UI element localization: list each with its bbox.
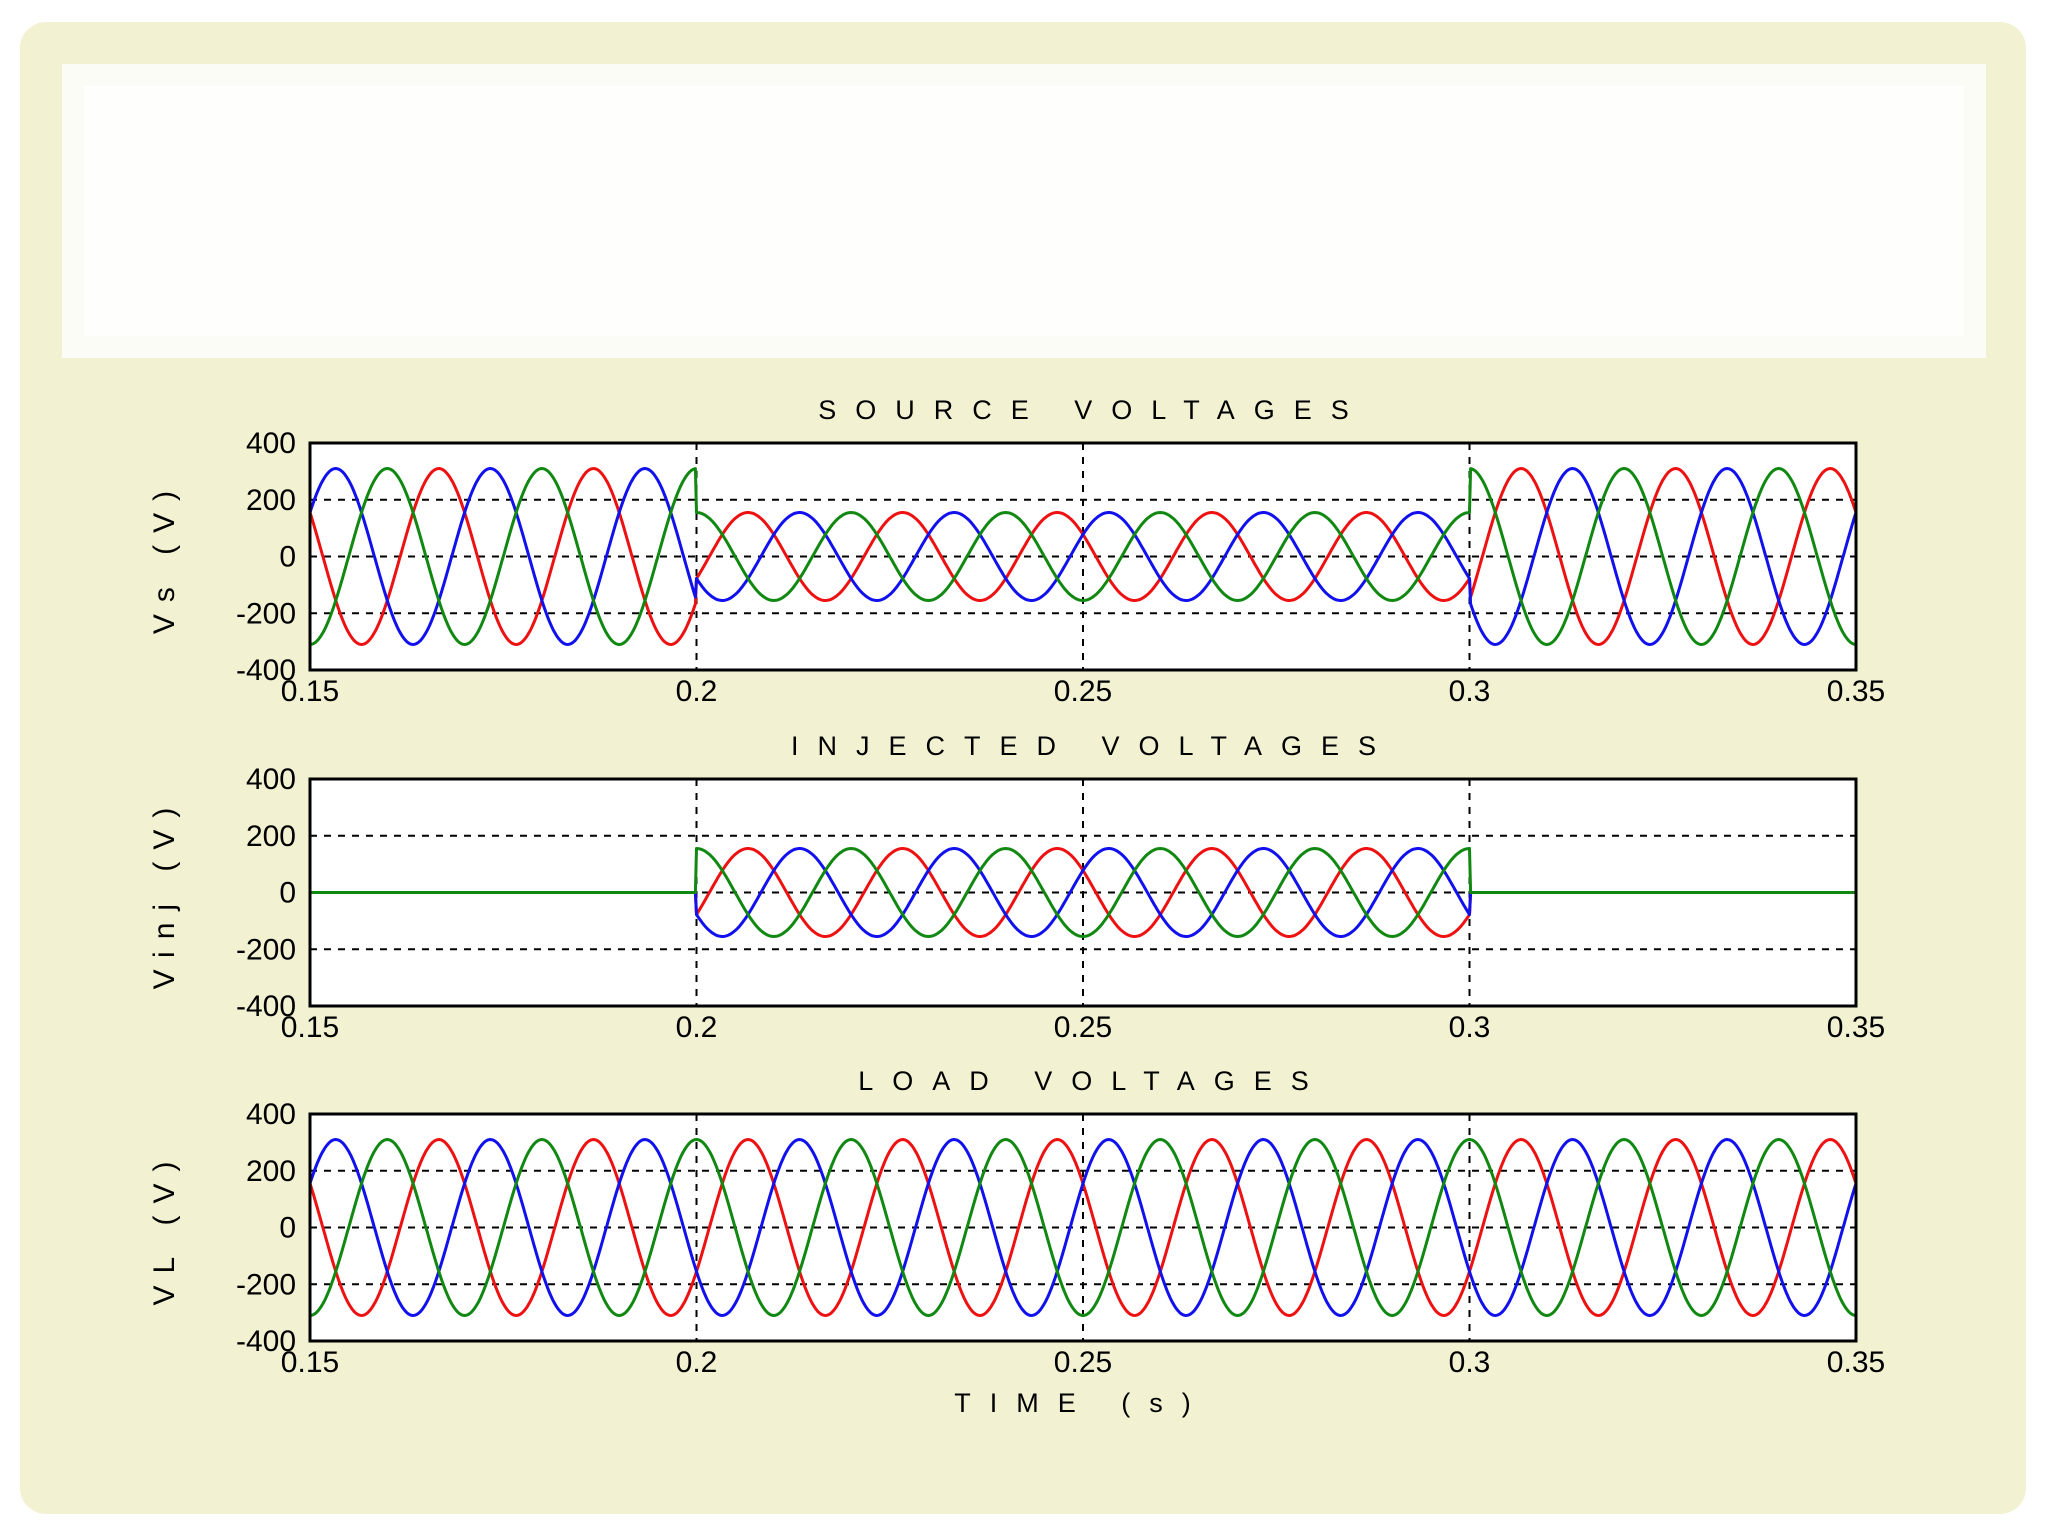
chart-title: SOURCE VOLTAGES <box>818 395 1368 425</box>
x-tick-label: 0.15 <box>281 1011 339 1044</box>
y-tick-label: -400 <box>236 990 296 1023</box>
x-tick-label: 0.35 <box>1827 1011 1885 1044</box>
x-tick-label: 0.35 <box>1827 675 1885 708</box>
plot-frame <box>308 441 1858 672</box>
y-axis-label: VL (V) <box>148 1150 181 1306</box>
plot-frame <box>308 1112 1858 1343</box>
x-tick-label: 0.2 <box>676 675 718 708</box>
chart-panel-3: 0.15 0.2 0.25 0.3 0.35 400 200 0 -200 -400 LOAD VO… <box>148 1066 1885 1418</box>
chart-panel-1: 0.15 0.2 0.25 0.3 0.35 400 200 0 -200 -400 SOURCE … <box>148 395 1885 708</box>
y-tick-label: 0 <box>279 877 296 910</box>
x-tick-label: 0.2 <box>676 1011 718 1044</box>
series-line-3 <box>309 847 1857 938</box>
y-tick-label: 200 <box>246 1155 296 1188</box>
x-tick-label: 0.3 <box>1449 1346 1491 1379</box>
plot-frame <box>308 777 1858 1008</box>
x-tick-label: 0.25 <box>1054 1011 1112 1044</box>
y-tick-label: 200 <box>246 820 296 853</box>
y-tick-label: -200 <box>236 597 296 630</box>
y-tick-label: -400 <box>236 654 296 687</box>
y-tick-label: -400 <box>236 1325 296 1358</box>
x-tick-label: 0.35 <box>1827 1346 1885 1379</box>
y-tick-label: 200 <box>246 484 296 517</box>
y-tick-label: 0 <box>279 541 296 574</box>
y-tick-label: -200 <box>236 1268 296 1301</box>
series-line-3 <box>309 1138 1857 1317</box>
y-tick-label: -200 <box>236 933 296 966</box>
title-placeholder-inner <box>84 86 1964 336</box>
x-axis-label: TIME (s) <box>954 1388 1209 1418</box>
y-axis-label: Vinj (V) <box>148 796 181 990</box>
x-tick-label: 0.15 <box>281 1346 339 1379</box>
chart-panel-2: 0.15 0.2 0.25 0.3 0.35 400 200 0 -200 -400 INJECTE… <box>148 731 1885 1044</box>
y-tick-label: 400 <box>246 1098 296 1131</box>
x-tick-label: 0.3 <box>1449 675 1491 708</box>
x-tick-label: 0.25 <box>1054 675 1112 708</box>
y-tick-label: 400 <box>246 763 296 796</box>
x-tick-label: 0.15 <box>281 675 339 708</box>
x-tick-label: 0.25 <box>1054 1346 1112 1379</box>
chart-title: LOAD VOLTAGES <box>858 1066 1328 1096</box>
x-tick-label: 0.3 <box>1449 1011 1491 1044</box>
y-tick-label: 400 <box>246 427 296 460</box>
y-axis-label: Vs (V) <box>148 479 181 634</box>
y-tick-label: 0 <box>279 1212 296 1245</box>
x-tick-label: 0.2 <box>676 1346 718 1379</box>
series-line-3 <box>309 467 1857 646</box>
chart-title: INJECTED VOLTAGES <box>791 731 1395 761</box>
